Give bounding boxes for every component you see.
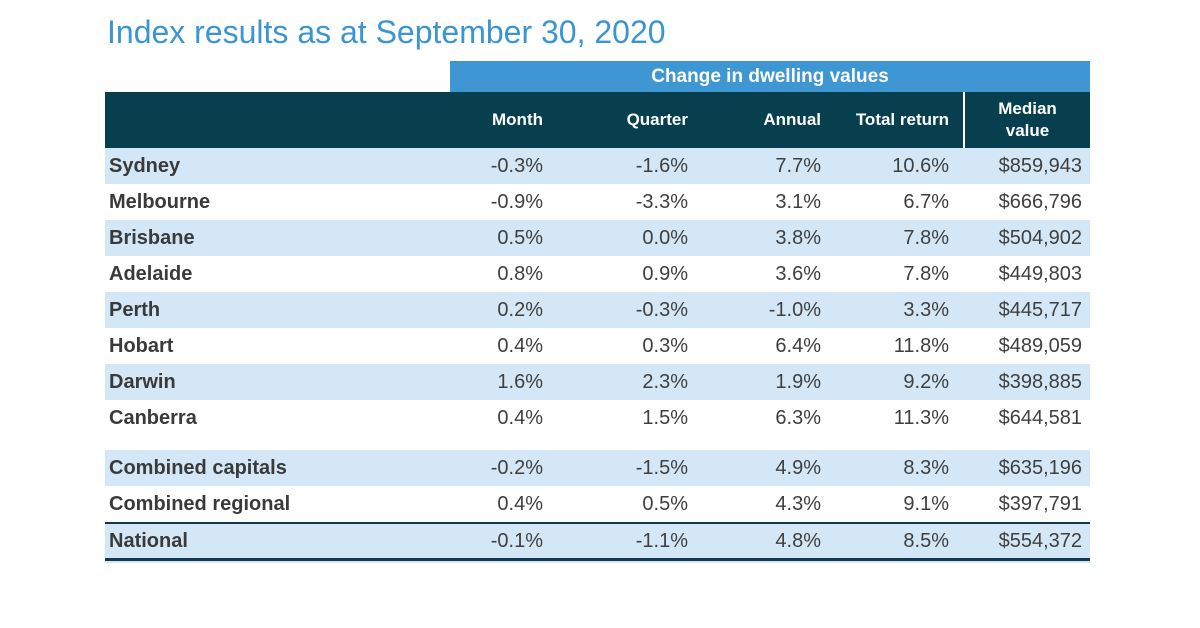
cell-median-value: $635,196: [998, 456, 1082, 479]
cell-median-value: $644,581: [998, 406, 1082, 429]
cell-quarter: -1.6%: [635, 154, 688, 177]
column-header-region: [105, 92, 445, 148]
cell-month: 0.4%: [497, 406, 543, 429]
cell-region: Sydney: [109, 154, 181, 177]
cell-total-return: 7.8%: [903, 226, 949, 249]
cell-total-return: 7.8%: [903, 262, 949, 285]
cell-quarter: 0.3%: [642, 334, 688, 357]
cell-quarter: -3.3%: [635, 190, 688, 213]
table-row: Brisbane 0.5% 0.0% 3.8% 7.8% $504,902: [105, 220, 1090, 256]
group-header-label: Change in dwelling values: [651, 65, 889, 87]
table-header-row: Month Quarter Annual Total return Median…: [105, 92, 1090, 148]
cell-month: 1.6%: [497, 370, 543, 393]
cell-median-value: $398,885: [998, 370, 1082, 393]
cell-median-value: $859,943: [998, 154, 1082, 177]
cell-total-return: 11.8%: [893, 334, 949, 357]
cell-quarter: 0.0%: [642, 226, 688, 249]
cell-median-value: $666,796: [998, 190, 1082, 213]
table-row: Adelaide 0.8% 0.9% 3.6% 7.8% $449,803: [105, 256, 1090, 292]
table-row: Hobart 0.4% 0.3% 6.4% 11.8% $489,059: [105, 328, 1090, 364]
cell-median-value: $554,372: [998, 529, 1082, 552]
cell-region: Darwin: [109, 370, 176, 393]
cell-month: 0.4%: [497, 492, 543, 515]
cell-month: -0.9%: [490, 190, 543, 213]
cell-region: Melbourne: [109, 190, 211, 213]
cell-region: National: [109, 529, 188, 552]
cell-quarter: 0.9%: [642, 262, 688, 285]
table-body: Sydney -0.3% -1.6% 7.7% 10.6% $859,943 Melbour…: [105, 148, 1090, 561]
table-row: Sydney -0.3% -1.6% 7.7% 10.6% $859,943: [105, 148, 1090, 184]
cell-quarter: 0.5%: [642, 492, 688, 515]
cell-region: Perth: [109, 298, 161, 321]
table-row: Combined regional 0.4% 0.5% 4.3% 9.1% $397,79…: [105, 486, 1090, 522]
cell-month: -0.3%: [490, 154, 543, 177]
group-header-band: Change in dwelling values: [450, 61, 1090, 92]
cell-annual: 3.8%: [775, 226, 821, 249]
cell-region: Combined regional: [109, 492, 291, 515]
cell-quarter: 1.5%: [642, 406, 688, 429]
cell-annual: 4.3%: [775, 492, 821, 515]
median-header-line1: Median: [998, 98, 1057, 118]
cell-median-value: $504,902: [998, 226, 1082, 249]
index-results-table-block: Index results as at September 30, 2020 C…: [105, 12, 1090, 563]
cell-region: Canberra: [109, 406, 197, 429]
column-header-annual: Annual: [763, 110, 821, 129]
table-row: National -0.1% -1.1% 4.8% 8.5% $554,372: [105, 522, 1090, 561]
column-header-quarter: Quarter: [626, 110, 688, 129]
cell-annual: 1.9%: [775, 370, 821, 393]
cell-total-return: 3.3%: [903, 298, 949, 321]
cell-month: -0.1%: [490, 529, 543, 552]
cell-total-return: 9.2%: [903, 370, 949, 393]
cell-total-return: 9.1%: [903, 492, 949, 515]
cell-month: 0.2%: [497, 298, 543, 321]
median-header-line2: value: [1005, 121, 1050, 140]
cell-median-value: $449,803: [998, 262, 1082, 285]
cell-region: Hobart: [109, 334, 174, 357]
cell-median-value: $397,791: [998, 492, 1082, 515]
cell-annual: 3.6%: [775, 262, 821, 285]
table-row: Combined capitals -0.2% -1.5% 4.9% 8.3% $635,…: [105, 450, 1090, 486]
column-header-month: Month: [492, 110, 543, 129]
cell-month: 0.8%: [497, 262, 543, 285]
cell-quarter: -1.1%: [635, 529, 688, 552]
table-row: Perth 0.2% -0.3% -1.0% 3.3% $445,717: [105, 292, 1090, 328]
column-header-median-value: Median value: [963, 92, 1090, 148]
cell-quarter: 2.3%: [642, 370, 688, 393]
cell-annual: 3.1%: [775, 190, 821, 213]
cell-total-return: 10.6%: [892, 154, 949, 177]
cell-median-value: $445,717: [998, 298, 1082, 321]
cell-annual: -1.0%: [768, 298, 821, 321]
cell-annual: 7.7%: [775, 154, 821, 177]
cell-region: Brisbane: [109, 226, 195, 249]
cell-total-return: 8.5%: [903, 529, 949, 552]
table-row: Canberra 0.4% 1.5% 6.3% 11.3% $644,581: [105, 400, 1090, 436]
cell-quarter: -1.5%: [635, 456, 688, 479]
cell-month: -0.2%: [490, 456, 543, 479]
table-row: Melbourne -0.9% -3.3% 3.1% 6.7% $666,796: [105, 184, 1090, 220]
cell-quarter: -0.3%: [635, 298, 688, 321]
table-row: Darwin 1.6% 2.3% 1.9% 9.2% $398,885: [105, 364, 1090, 400]
cell-total-return: 11.3%: [893, 406, 949, 429]
column-header-total-return: Total return: [855, 110, 949, 129]
cell-annual: 6.4%: [775, 334, 821, 357]
cell-month: 0.5%: [497, 226, 543, 249]
cell-median-value: $489,059: [998, 334, 1082, 357]
cell-month: 0.4%: [497, 334, 543, 357]
page-title: Index results as at September 30, 2020: [107, 14, 666, 50]
table-bottom-accent: [105, 561, 1090, 563]
cell-total-return: 8.3%: [903, 456, 949, 479]
cell-annual: 6.3%: [775, 406, 821, 429]
cell-region: Adelaide: [109, 262, 193, 285]
cell-annual: 4.9%: [775, 456, 821, 479]
section-gap: [105, 436, 1090, 450]
cell-total-return: 6.7%: [903, 190, 949, 213]
cell-region: Combined capitals: [109, 456, 287, 479]
cell-annual: 4.8%: [775, 529, 821, 552]
